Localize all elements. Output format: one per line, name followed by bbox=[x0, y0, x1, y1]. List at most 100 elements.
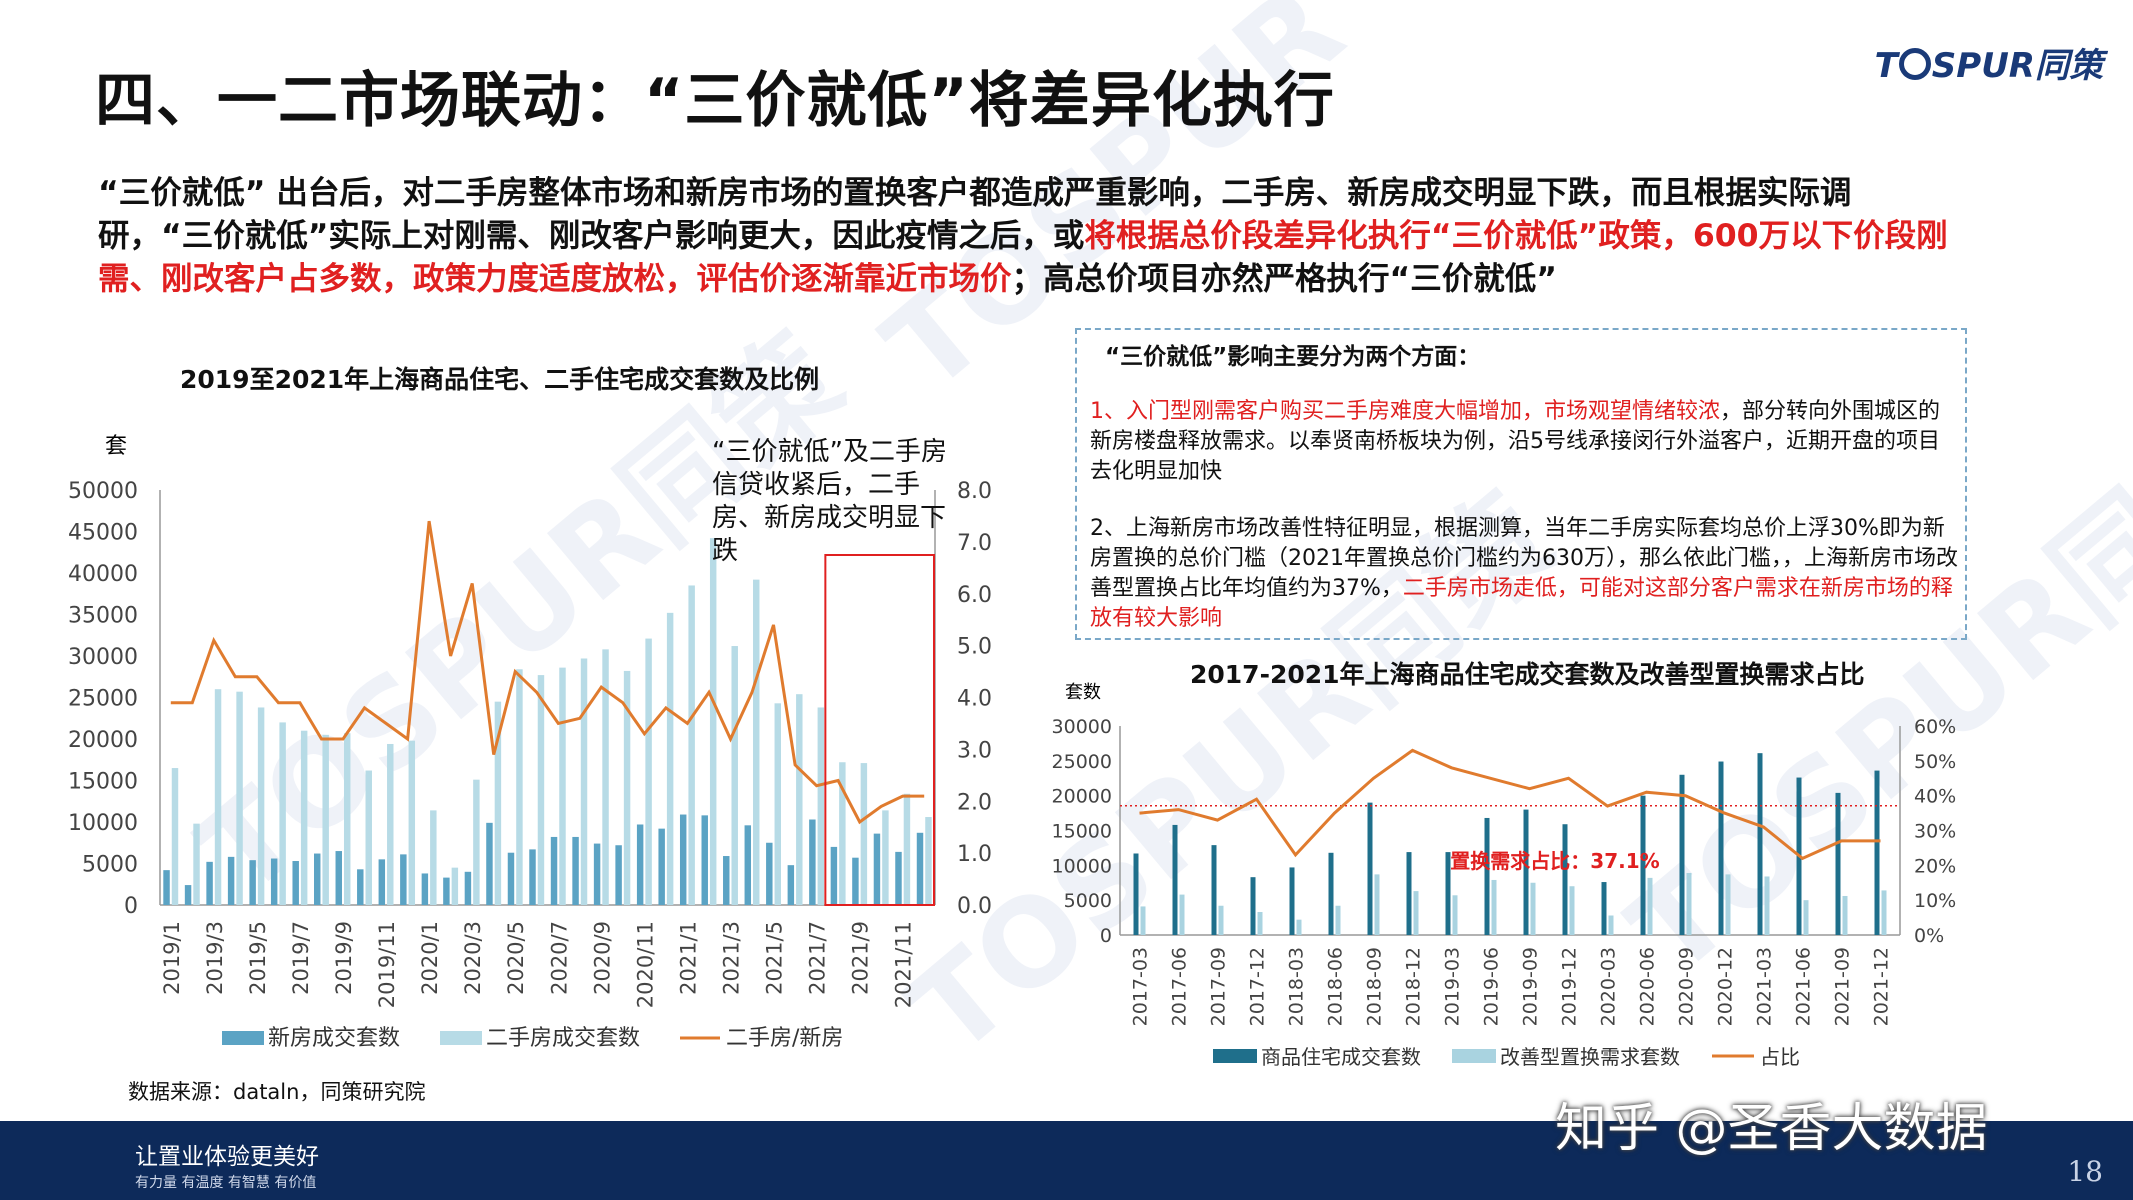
chart-annotation: 跌 bbox=[712, 536, 738, 566]
y2-tick-label: 30% bbox=[1914, 821, 1956, 843]
x-tick-label: 2019-03 bbox=[1442, 947, 1464, 1026]
y-tick-label: 45000 bbox=[68, 521, 138, 546]
new-house-bar bbox=[184, 885, 192, 905]
upgrade-demand-bar bbox=[1140, 906, 1146, 935]
x-tick-label: 2021-06 bbox=[1793, 947, 1815, 1026]
legend-swatch-new bbox=[222, 1031, 264, 1045]
second-house-bar bbox=[839, 762, 846, 905]
new-house-bar bbox=[529, 849, 536, 905]
upgrade-demand-bar bbox=[1413, 891, 1419, 935]
x-tick-label: 2020/9 bbox=[590, 921, 614, 995]
second-house-bar bbox=[709, 538, 717, 905]
logo-ring-icon bbox=[1898, 48, 1931, 80]
second-house-bar bbox=[623, 670, 631, 905]
x-tick-label: 2020-09 bbox=[1676, 947, 1698, 1026]
housing-deals-bar bbox=[1250, 877, 1256, 935]
second-house-bar bbox=[860, 763, 868, 905]
new-house-bar bbox=[636, 824, 644, 905]
housing-deals-bar bbox=[1289, 867, 1295, 935]
upgrade-demand-bar bbox=[1335, 905, 1341, 935]
x-tick-label: 2018-12 bbox=[1403, 947, 1425, 1026]
y-tick-label: 20000 bbox=[1052, 786, 1112, 808]
x-tick-label: 2018-06 bbox=[1325, 947, 1347, 1026]
housing-deals-bar bbox=[1835, 792, 1841, 935]
intro-paragraph: “三价就低” 出台后，对二手房整体市场和新房市场的置换客户都造成严重影响，二手房… bbox=[98, 175, 1948, 297]
y2-tick-label: 20% bbox=[1914, 855, 1956, 877]
housing-deals-bar bbox=[1484, 817, 1490, 935]
x-tick-label: 2020-12 bbox=[1715, 947, 1737, 1026]
new-house-bar bbox=[895, 851, 902, 905]
second-house-bar bbox=[300, 730, 308, 905]
new-house-bar bbox=[852, 857, 859, 905]
legend-swatch-upgrade bbox=[1452, 1049, 1496, 1063]
impact-box-title: “三价就低”影响主要分为两个方面： bbox=[1105, 344, 1481, 370]
second-house-bar bbox=[666, 612, 674, 905]
zhihu-watermark: 知乎 @圣香大数据 bbox=[1555, 1099, 1988, 1159]
upgrade-demand-bar bbox=[1179, 894, 1185, 935]
upgrade-demand-bar bbox=[1491, 879, 1497, 935]
y2-tick-label: 10% bbox=[1914, 890, 1956, 912]
x-tick-label: 2019-09 bbox=[1520, 947, 1542, 1026]
y-tick-label: 15000 bbox=[68, 770, 138, 795]
second-house-bar bbox=[322, 734, 329, 905]
x-tick-label: 2021/7 bbox=[806, 921, 830, 995]
x-tick-label: 2021/3 bbox=[719, 921, 743, 995]
housing-deals-bar bbox=[1523, 809, 1529, 935]
legend-swatch-second bbox=[440, 1031, 482, 1045]
x-tick-label: 2019/7 bbox=[289, 921, 313, 995]
new-house-bar bbox=[593, 843, 601, 905]
legend-label-share: 占比 bbox=[1760, 1045, 1800, 1069]
y2-tick-label: 8.0 bbox=[957, 479, 992, 504]
upgrade-demand-bar bbox=[1452, 895, 1458, 935]
second-house-bar bbox=[602, 649, 609, 905]
second-house-bar bbox=[774, 703, 781, 905]
x-tick-label: 2018-03 bbox=[1286, 947, 1308, 1026]
y-tick-label: 25000 bbox=[1052, 751, 1112, 773]
upgrade-demand-bar bbox=[1725, 874, 1731, 935]
second-house-bar bbox=[193, 823, 200, 905]
y-axis-label: 套 bbox=[105, 434, 127, 459]
second-house-bar bbox=[537, 675, 545, 905]
chart-annotation: 信贷收紧后，二手 bbox=[712, 470, 920, 500]
x-tick-label: 2017-03 bbox=[1130, 947, 1152, 1026]
impact-point-2: 2、上海新房市场改善性特征明显，根据测算，当年二手房实际套均总价上浮30%即为新… bbox=[1090, 516, 1958, 631]
footer-slogan-sub: 有力量 有温度 有智慧 有价值 bbox=[135, 1175, 317, 1191]
footer-bar bbox=[0, 1121, 2133, 1200]
y2-tick-label: 1.0 bbox=[957, 842, 992, 867]
new-house-bar bbox=[443, 877, 450, 905]
new-house-bar bbox=[163, 870, 170, 905]
y2-tick-label: 0.0 bbox=[957, 894, 992, 919]
new-house-bar bbox=[486, 822, 493, 905]
ratio-line bbox=[170, 520, 925, 825]
new-house-bar bbox=[227, 856, 235, 905]
y2-tick-label: 0% bbox=[1914, 925, 1944, 947]
x-tick-label: 2020/11 bbox=[633, 921, 657, 1008]
legend-label-new: 新房成交套数 bbox=[268, 1026, 400, 1051]
second-house-bar bbox=[473, 779, 480, 905]
x-tick-label: 2020/7 bbox=[547, 921, 571, 995]
housing-deals-bar bbox=[1679, 774, 1685, 935]
new-house-bar bbox=[916, 832, 924, 905]
housing-deals-bar bbox=[1874, 770, 1880, 935]
second-house-bar bbox=[903, 793, 911, 905]
x-tick-label: 2021/1 bbox=[676, 921, 700, 995]
y-axis-label: 套数 bbox=[1065, 682, 1101, 703]
x-tick-label: 2021-12 bbox=[1871, 947, 1893, 1026]
second-house-bar bbox=[236, 691, 243, 905]
y2-tick-label: 3.0 bbox=[957, 738, 992, 763]
upgrade-demand-bar bbox=[1608, 915, 1614, 935]
second-house-bar bbox=[925, 817, 932, 905]
y-tick-label: 0 bbox=[124, 894, 138, 919]
new-house-bar bbox=[701, 815, 708, 905]
x-tick-label: 2020/1 bbox=[418, 921, 442, 995]
new-house-bar bbox=[744, 825, 752, 905]
legend-swatch-deals bbox=[1213, 1049, 1257, 1063]
second-house-bar bbox=[731, 646, 738, 905]
second-house-bar bbox=[279, 722, 286, 905]
second-house-bar bbox=[214, 689, 222, 905]
y-tick-label: 30000 bbox=[1052, 716, 1112, 738]
second-house-bar bbox=[430, 810, 437, 905]
x-tick-label: 2021/5 bbox=[763, 921, 787, 995]
upgrade-demand-bar bbox=[1569, 886, 1575, 935]
y2-tick-label: 2.0 bbox=[957, 790, 992, 815]
